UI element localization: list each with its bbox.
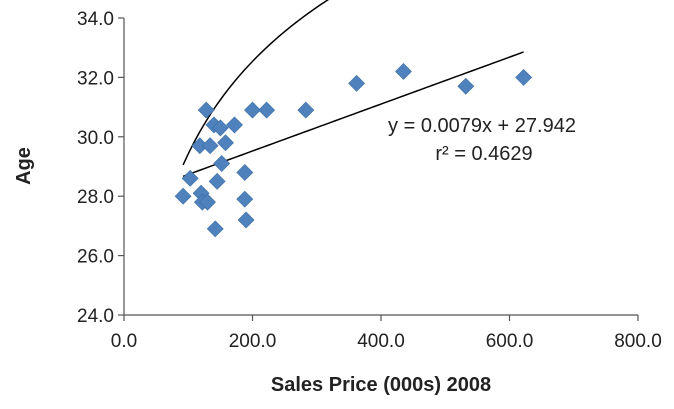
r-squared-label: r² = 0.4629 xyxy=(435,143,532,165)
data-point-diamond xyxy=(208,172,226,190)
linear-trendline xyxy=(182,51,524,178)
data-point-diamond xyxy=(174,187,192,205)
data-point-diamond xyxy=(244,101,261,119)
y-tick-label: 26.0 xyxy=(77,247,114,268)
y-tick-label: 24.0 xyxy=(77,306,114,327)
y-axis-title: Age xyxy=(13,147,35,185)
data-point-diamond xyxy=(237,211,255,229)
y-tick-label: 34.0 xyxy=(77,9,114,30)
y-tick-label: 28.0 xyxy=(77,187,114,208)
data-points xyxy=(174,63,533,238)
y-tick-label: 30.0 xyxy=(77,128,114,149)
data-point-diamond xyxy=(217,134,234,152)
data-point-diamond xyxy=(236,190,254,208)
logarithmic-trendline xyxy=(182,0,329,166)
data-point-diamond xyxy=(348,74,366,92)
x-tick-label: 200.0 xyxy=(229,331,277,352)
data-point-diamond xyxy=(199,193,216,211)
trendline-equation: y = 0.0079x + 27.942 xyxy=(388,115,576,137)
data-point-diamond xyxy=(297,101,315,119)
tick-labels: 24.0 26.0 28.0 30.0 32.0 34.0 0.0 200.0 400.0 600… xyxy=(77,9,662,352)
data-point-diamond xyxy=(211,119,229,137)
data-point-diamond xyxy=(181,169,199,187)
data-point-diamond xyxy=(206,220,224,238)
data-point-diamond xyxy=(197,101,215,119)
x-axis-title: Sales Price (000s) 2008 xyxy=(271,374,491,396)
data-point-diamond xyxy=(395,63,412,80)
x-tick-label: 600.0 xyxy=(486,331,534,352)
x-tick-label: 800.0 xyxy=(614,331,662,352)
x-tick-label: 400.0 xyxy=(357,331,405,352)
data-point-diamond xyxy=(457,77,475,95)
data-point-diamond xyxy=(236,164,254,181)
axes xyxy=(118,17,639,321)
data-point-diamond xyxy=(515,68,533,86)
x-tick-label: 0.0 xyxy=(111,331,137,352)
data-point-diamond xyxy=(213,155,231,172)
y-tick-label: 32.0 xyxy=(77,68,114,89)
data-point-diamond xyxy=(201,137,219,155)
data-point-diamond xyxy=(226,116,243,134)
data-point-diamond xyxy=(258,101,276,119)
trendlines xyxy=(182,0,524,178)
